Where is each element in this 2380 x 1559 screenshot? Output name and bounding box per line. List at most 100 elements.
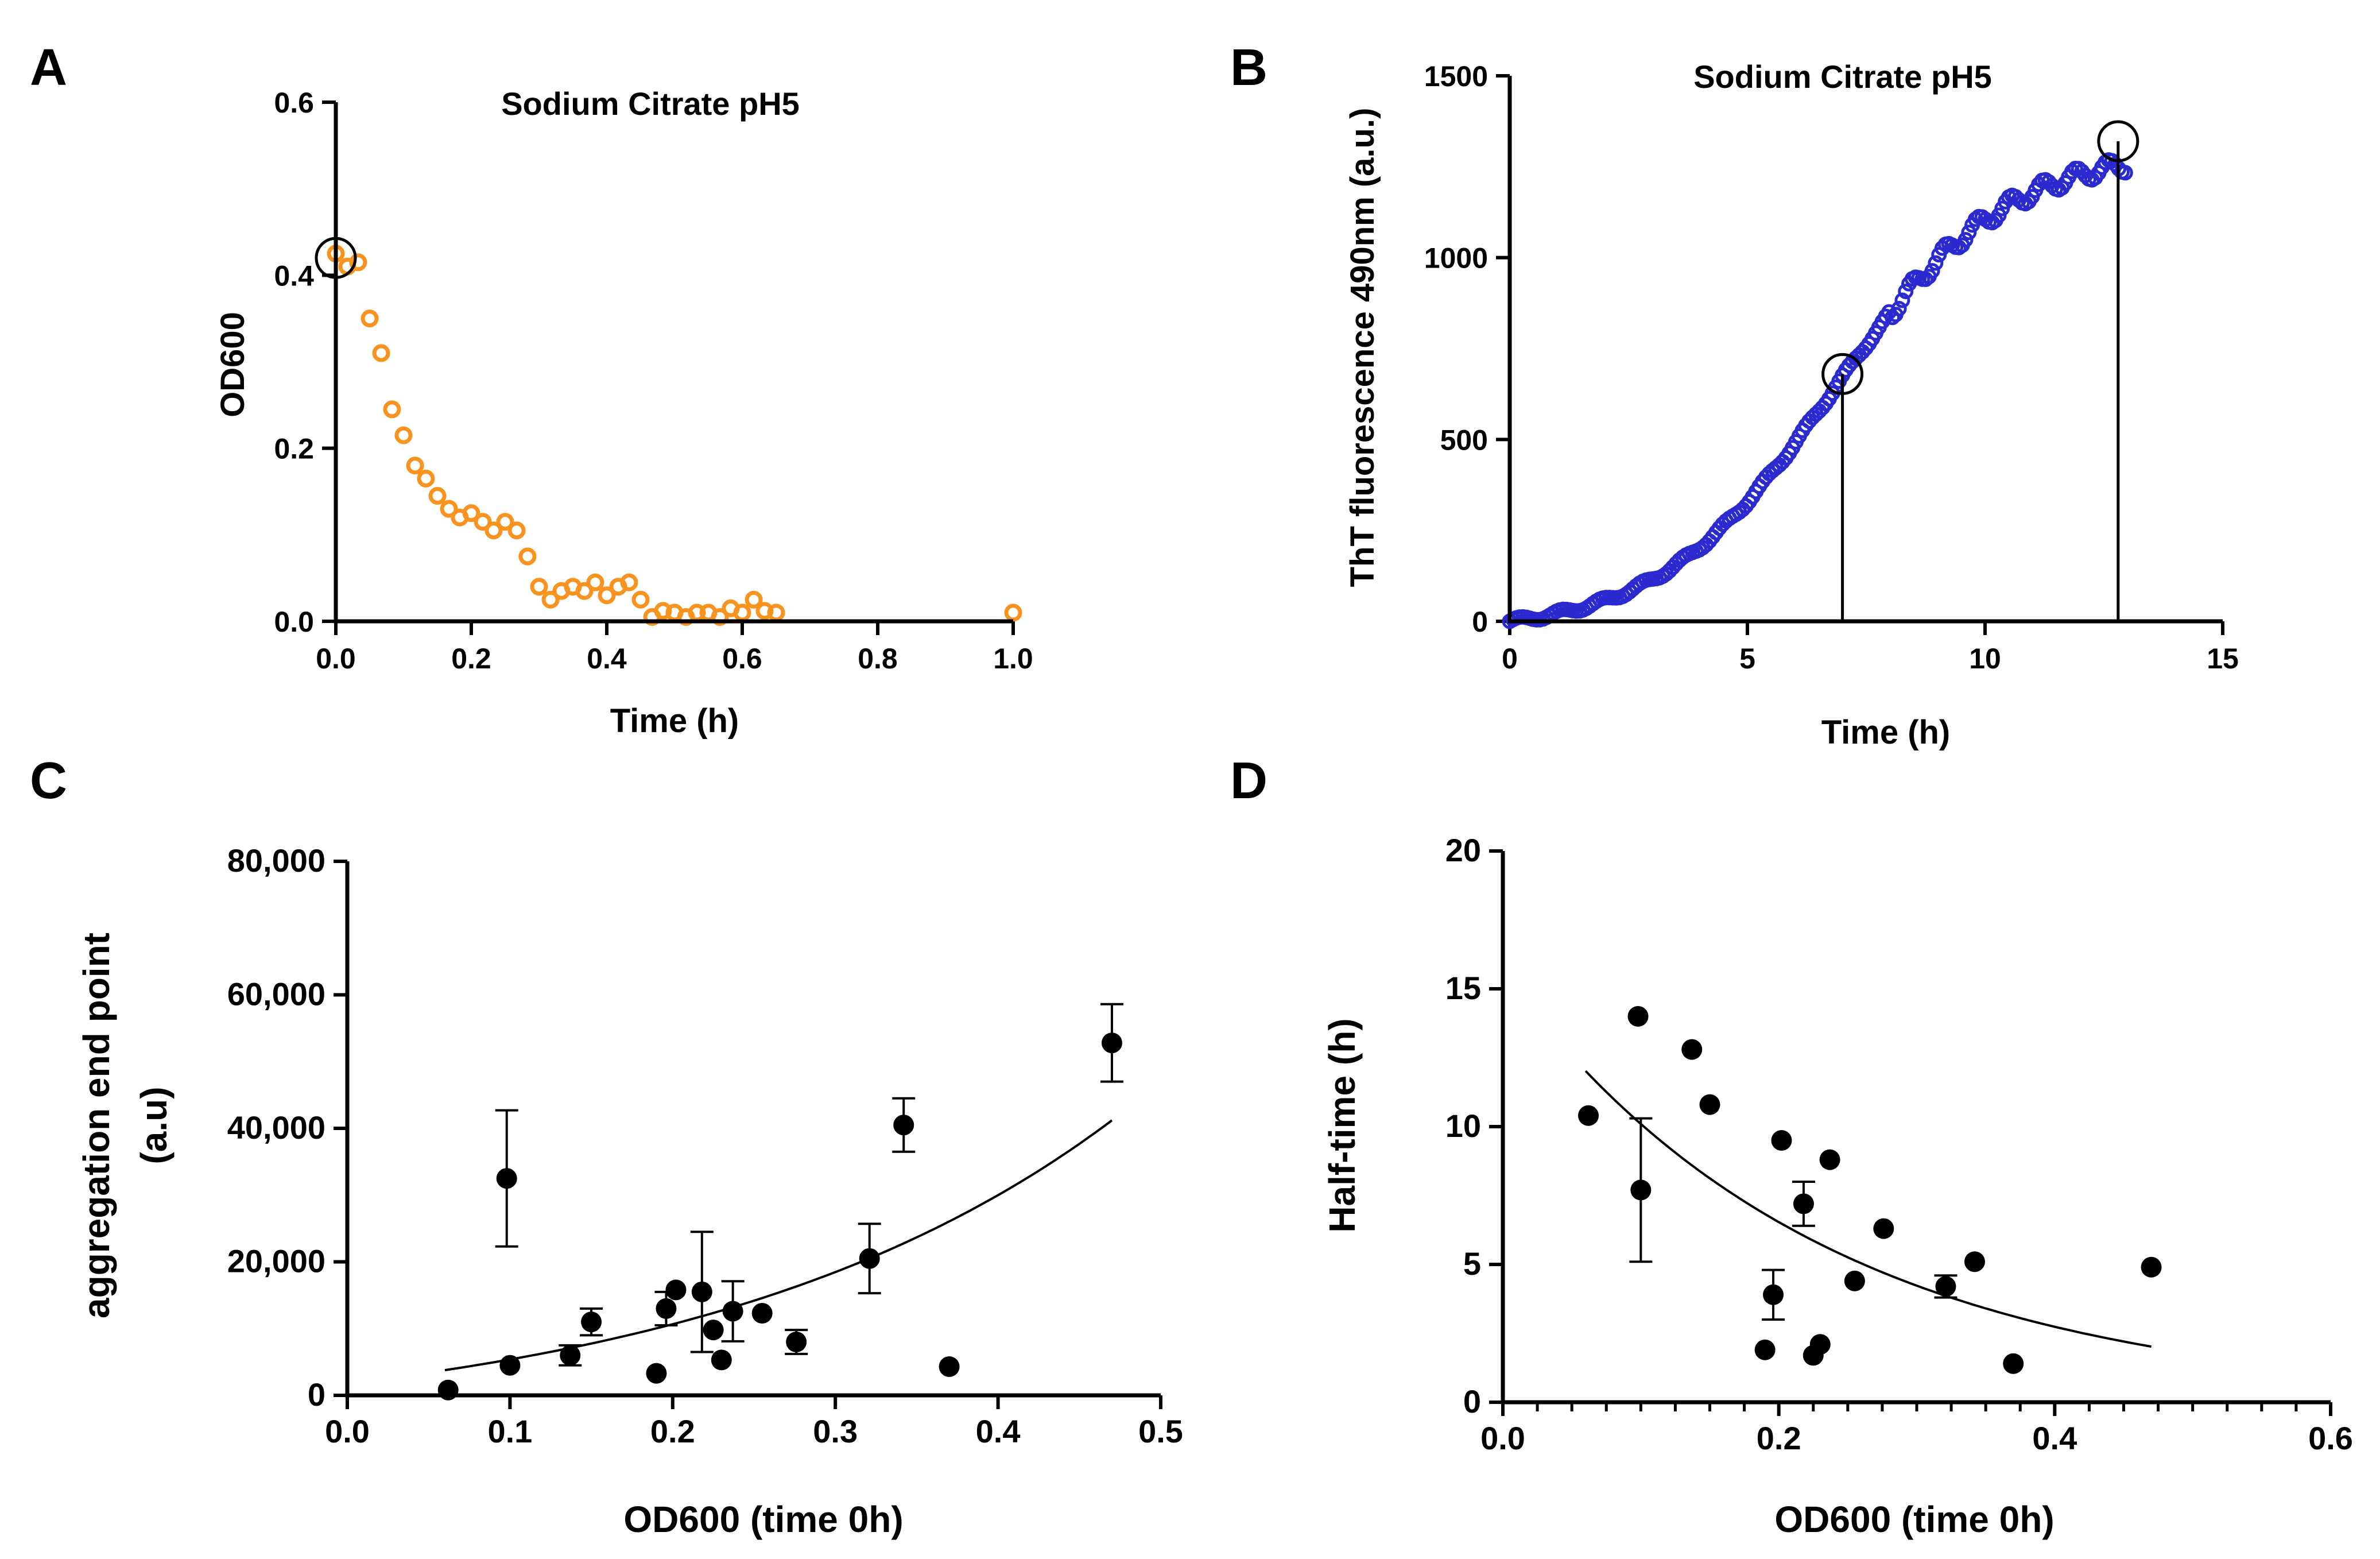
chart-b-point xyxy=(1924,263,1940,279)
chart-b-ytick-label: 1000 xyxy=(1424,242,1488,274)
chart-c-xtick-label: 0.5 xyxy=(1138,1413,1183,1449)
chart-c-point xyxy=(786,1332,807,1352)
chart-a-xtick-label: 1.0 xyxy=(993,643,1033,675)
chart-a-xtick-label: 0.6 xyxy=(722,643,762,675)
chart-b: Sodium Citrate pH5 ThT fluorescence 490n… xyxy=(1344,59,2239,751)
chart-d-point xyxy=(1819,1149,1840,1170)
chart-a-point xyxy=(474,513,492,531)
chart-a-xtick-label: 0.2 xyxy=(451,643,491,675)
chart-d: Half-time (h) OD600 (time 0h) 0.0 0.2 0.4 0… xyxy=(1321,832,2353,1540)
chart-a-point xyxy=(417,469,435,488)
chart-a-point xyxy=(541,590,560,609)
chart-d-xtick-label: 0.2 xyxy=(1757,1420,1801,1456)
chart-b-ytick-label: 0 xyxy=(1472,606,1488,638)
chart-c-xtick-label: 0.2 xyxy=(650,1413,695,1449)
chart-c: aggregation end point (a.u) OD600 (time … xyxy=(76,842,1183,1540)
panel-letter-b: B xyxy=(1230,39,1267,96)
chart-d-ytick-label: 0 xyxy=(1463,1383,1481,1419)
chart-d-point xyxy=(1699,1094,1720,1115)
chart-a-ytick-label: 0.2 xyxy=(274,433,314,465)
chart-b-highlight-circle xyxy=(1821,353,1864,395)
chart-a: Sodium Citrate pH5 OD600 Time (h) 0.0 0.2… xyxy=(214,86,1033,740)
chart-c-ytick-label: 60,000 xyxy=(227,976,325,1012)
chart-a-point xyxy=(586,573,604,591)
chart-b-axes xyxy=(1507,76,2223,624)
chart-b-point xyxy=(1961,225,1977,241)
chart-b-ytick-label: 1500 xyxy=(1424,60,1488,92)
chart-b-xtick-label: 10 xyxy=(1969,643,2001,675)
chart-d-ytick-label: 5 xyxy=(1463,1245,1481,1282)
chart-d-point xyxy=(1873,1218,1894,1239)
chart-c-point xyxy=(646,1363,667,1384)
chart-d-point xyxy=(1627,1006,1649,1027)
chart-c-xtick-label: 0.1 xyxy=(487,1413,532,1449)
chart-a-xtick-label: 0.4 xyxy=(587,643,627,675)
chart-c-point xyxy=(499,1355,521,1376)
chart-c-ylabel-line2: (a.u) xyxy=(133,1086,175,1164)
chart-d-point xyxy=(1809,1334,1831,1355)
chart-c-ytick-label: 80,000 xyxy=(227,842,325,879)
chart-a-point xyxy=(462,504,480,523)
panel-letter-a: A xyxy=(30,39,67,96)
chart-b-point xyxy=(1898,283,1914,299)
chart-a-ytick-label: 0.4 xyxy=(274,260,314,292)
chart-d-point xyxy=(1763,1284,1784,1305)
chart-a-xlabel: Time (h) xyxy=(610,702,739,740)
chart-c-point xyxy=(496,1168,517,1189)
chart-c-point xyxy=(703,1320,724,1341)
chart-a-ylabel: OD600 xyxy=(214,312,251,417)
chart-d-ytick-label: 15 xyxy=(1445,970,1481,1006)
chart-c-point xyxy=(1101,1032,1122,1054)
chart-b-xtick-label: 5 xyxy=(1739,643,1755,675)
chart-b-point xyxy=(1891,300,1907,316)
chart-a-point xyxy=(496,513,514,531)
chart-a-point xyxy=(383,400,401,419)
chart-d-point xyxy=(1935,1276,1956,1297)
chart-d-xtick-label: 0.6 xyxy=(2308,1420,2353,1456)
chart-c-xlabel: OD600 (time 0h) xyxy=(623,1499,903,1540)
chart-c-point xyxy=(893,1115,914,1136)
chart-b-xtick-label: 0 xyxy=(1502,643,1518,675)
chart-d-xtick-label: 0.4 xyxy=(2032,1420,2077,1456)
chart-b-point xyxy=(1928,255,1944,271)
chart-a-point xyxy=(394,426,413,444)
chart-a-point xyxy=(1004,604,1022,622)
chart-a-point xyxy=(620,573,638,591)
chart-a-point xyxy=(428,487,447,505)
panel-letter-d: D xyxy=(1230,752,1267,810)
chart-b-ylabel: ThT fluorescence 490nm (a.u.) xyxy=(1344,108,1381,587)
chart-c-ytick-label: 20,000 xyxy=(227,1243,325,1279)
chart-a-point xyxy=(518,547,537,566)
chart-a-point xyxy=(575,582,594,600)
chart-d-ytick-label: 20 xyxy=(1445,832,1481,868)
chart-c-ytick-label: 0 xyxy=(308,1376,325,1413)
chart-c-point xyxy=(859,1248,880,1269)
chart-d-point xyxy=(1630,1179,1652,1201)
chart-b-title: Sodium Citrate pH5 xyxy=(1693,59,1992,95)
chart-d-axes xyxy=(1501,851,2331,1405)
chart-c-xtick-label: 0.3 xyxy=(813,1413,858,1449)
chart-a-point xyxy=(745,590,763,609)
chart-a-point xyxy=(361,310,379,328)
chart-c-point xyxy=(939,1356,960,1378)
chart-a-point xyxy=(372,344,390,362)
chart-a-point xyxy=(406,457,424,475)
chart-a-point xyxy=(530,578,548,596)
chart-b-highlight-circle xyxy=(2097,120,2139,163)
chart-d-point xyxy=(1771,1130,1792,1151)
panel-letter-c: C xyxy=(30,752,67,810)
chart-a-point xyxy=(711,608,729,626)
chart-a-point xyxy=(440,500,458,518)
chart-d-ytick-label: 10 xyxy=(1445,1108,1481,1144)
chart-c-point xyxy=(722,1301,743,1322)
chart-b-xlabel: Time (h) xyxy=(1821,714,1951,751)
chart-c-point xyxy=(691,1281,712,1302)
chart-a-point xyxy=(507,521,526,540)
chart-d-point xyxy=(2003,1353,2024,1374)
chart-a-title: Sodium Citrate pH5 xyxy=(501,86,800,122)
chart-a-xtick-label: 0.0 xyxy=(316,643,356,675)
chart-a-xtick-label: 0.8 xyxy=(858,643,898,675)
chart-d-point xyxy=(1681,1039,1703,1060)
chart-c-point xyxy=(656,1298,677,1319)
chart-a-point xyxy=(484,521,503,540)
